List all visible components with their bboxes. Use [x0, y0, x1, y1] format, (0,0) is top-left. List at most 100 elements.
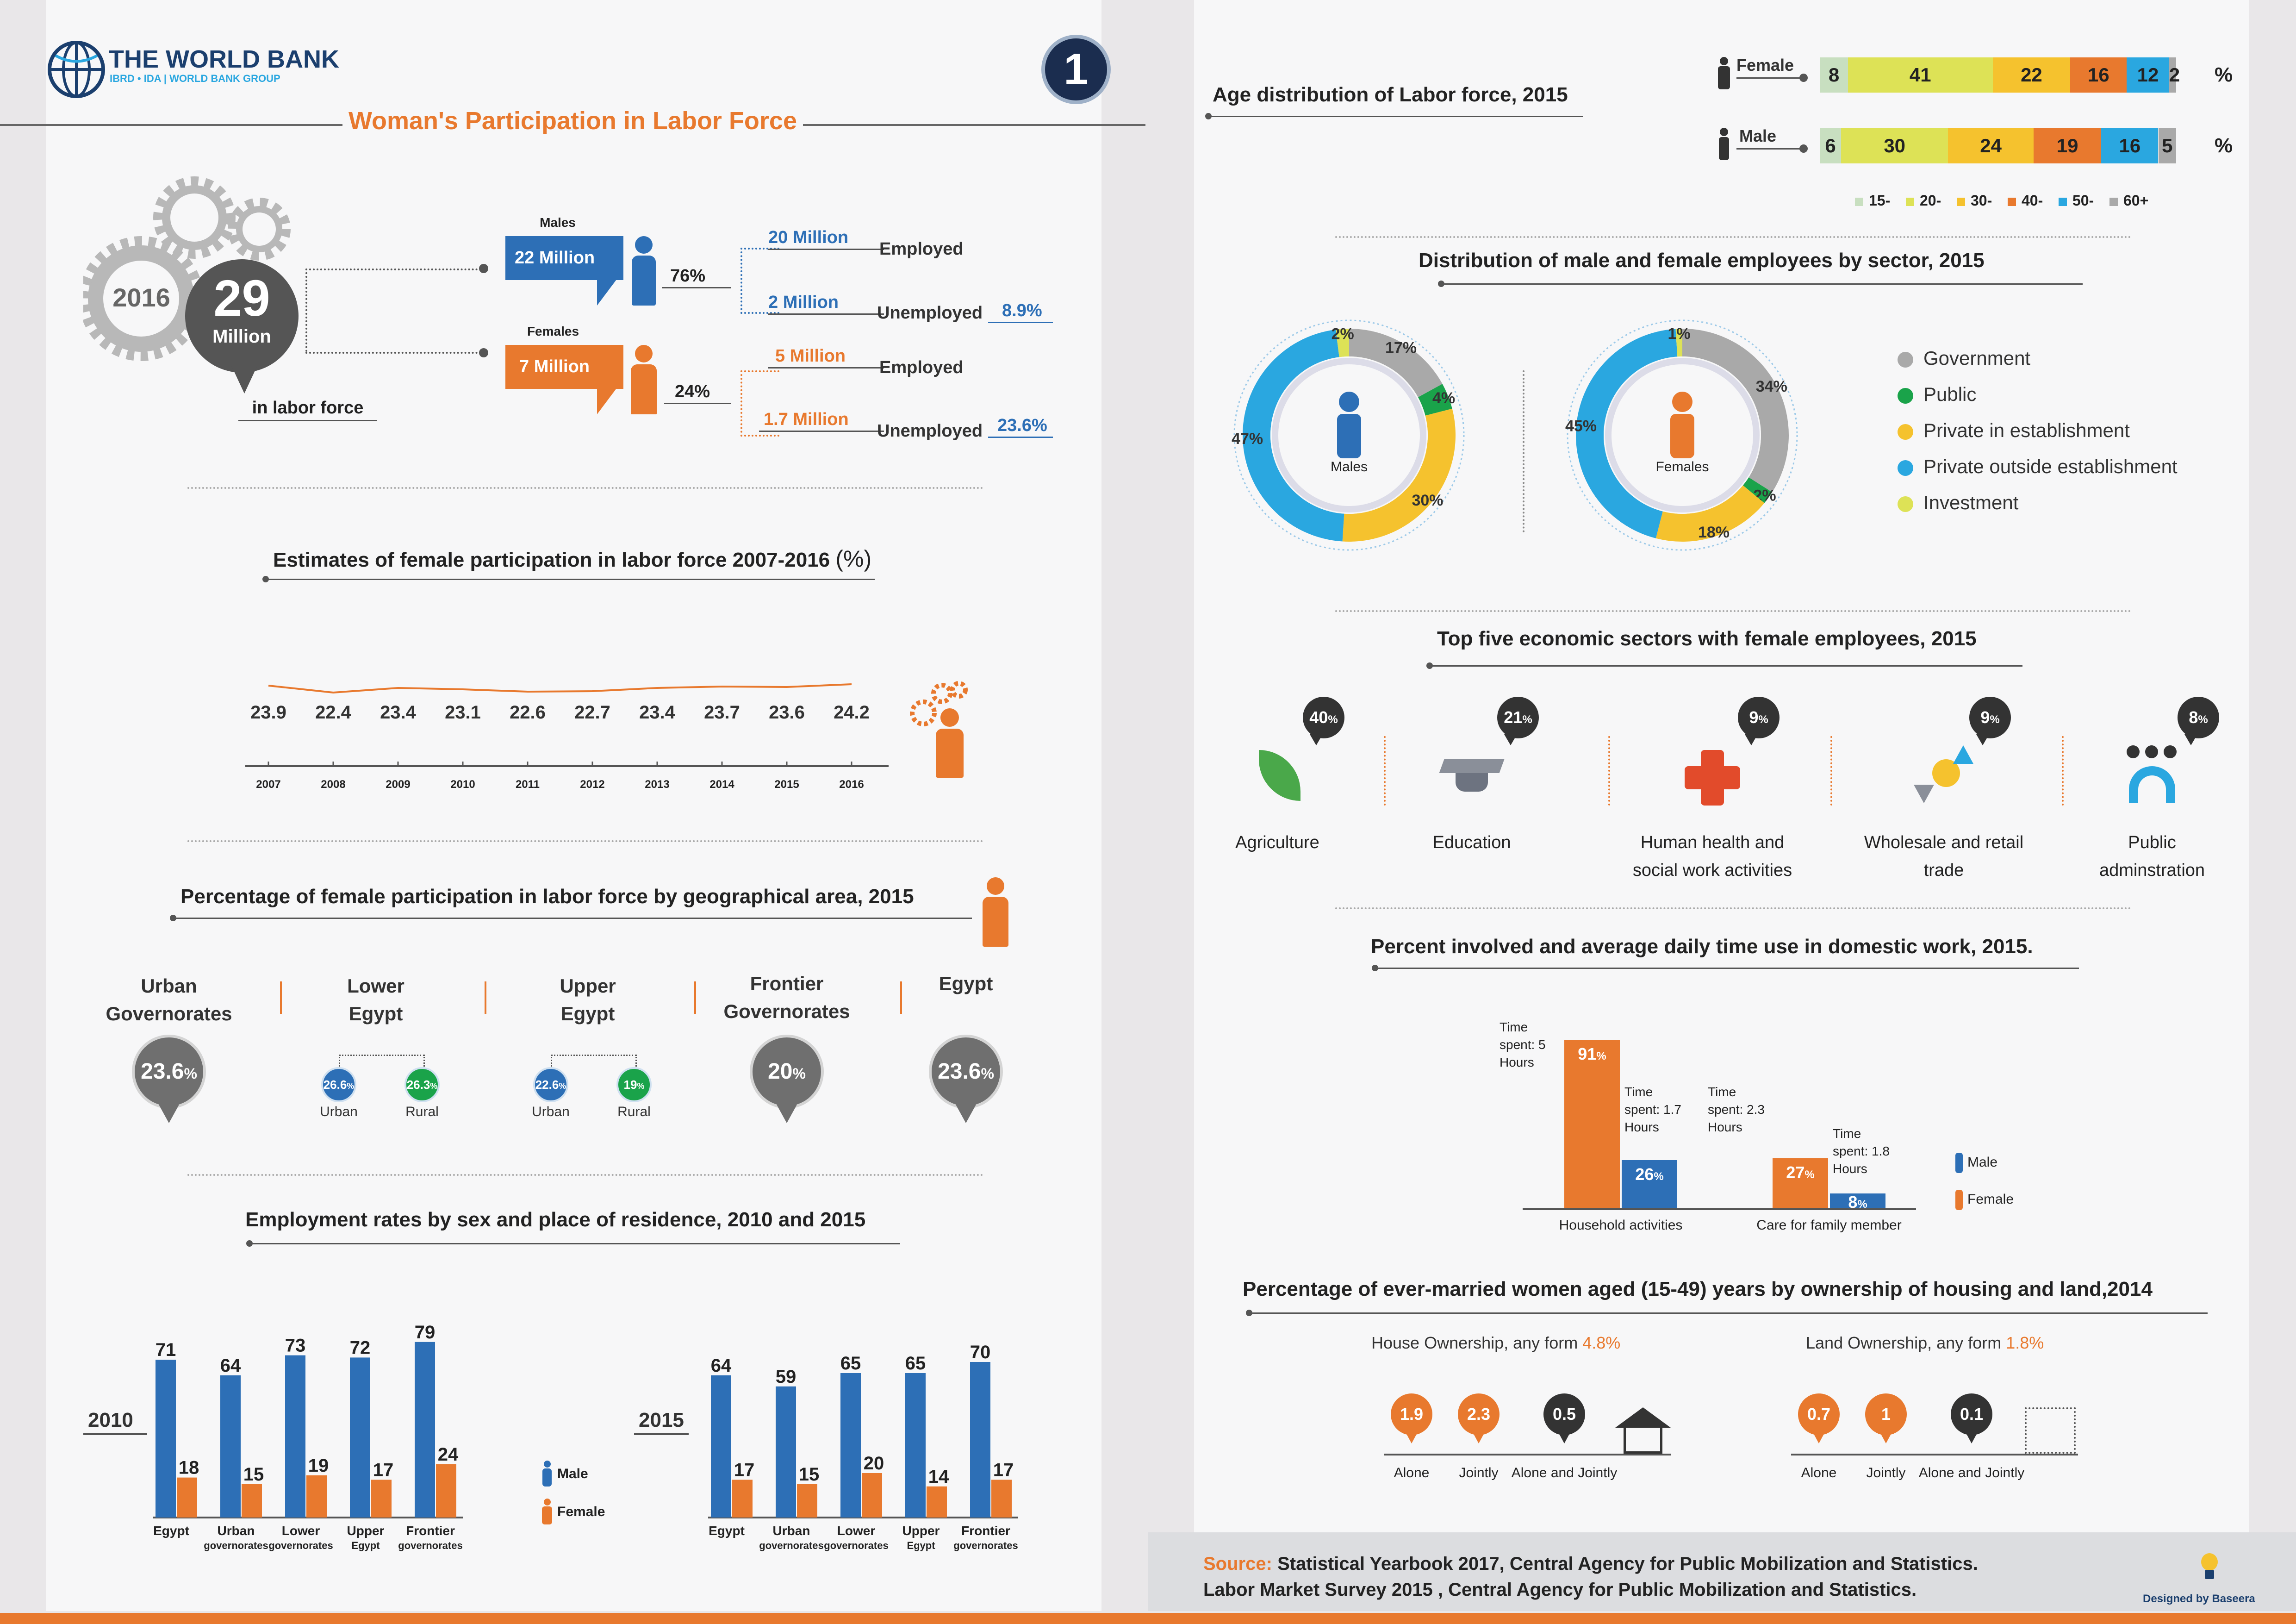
- geo-underline: [170, 915, 972, 921]
- x-tick-label: Lower: [282, 1524, 320, 1538]
- legend-swatch: [1855, 197, 1863, 206]
- pin-tail: [159, 1105, 179, 1123]
- male-person-icon: [1717, 128, 1731, 160]
- males-unemployed: 2 Million: [768, 293, 839, 312]
- x-tick-label: 2013: [645, 778, 669, 791]
- geo-sub-pct: %: [559, 1081, 566, 1091]
- dot: [1799, 74, 1808, 82]
- pin-tail: [2184, 734, 2197, 745]
- males-bracket: [740, 248, 779, 314]
- top5-value: 21: [1504, 708, 1523, 727]
- bar-number: 27: [1786, 1163, 1805, 1182]
- bar-number: 26: [1635, 1165, 1654, 1184]
- female-bar: [242, 1484, 262, 1518]
- person-body: [1337, 414, 1361, 458]
- world-bank-logo: THE WORLD BANK IBRD • IDA | WORLD BANK G…: [46, 35, 339, 109]
- top5-sector-name-line: Agriculture: [1235, 833, 1319, 852]
- pin-tail: [1504, 734, 1517, 745]
- house-label: House Ownership, any form: [1371, 1333, 1578, 1352]
- house-pins: 1.9 2.3 0.5 Alone Jointly Alone and Jointly: [1384, 1393, 1685, 1486]
- time-note-line: spent: 1.8: [1833, 1144, 1890, 1158]
- legend-label: 30-: [1971, 192, 1992, 209]
- data-label: 23.7: [704, 702, 740, 723]
- dot: [1799, 144, 1808, 153]
- x-tick-label: Egypt: [351, 1540, 380, 1551]
- estimates-chart: 23.9 22.4 23.4 23.1 22.6 22.7 23.4 23.7 23.6 24.2…: [245, 683, 889, 791]
- age-title: Age distribution of Labor force, 2015: [1213, 83, 1568, 106]
- donut-slice: [1576, 329, 1678, 538]
- geo-area-name: Upper Egypt: [509, 972, 666, 1028]
- footer-band: [1148, 1532, 2296, 1611]
- ownership-label: Alone and Jointly: [1511, 1465, 1618, 1480]
- top5-sector-name-line: Human health and: [1640, 833, 1785, 852]
- bar-value: 73: [285, 1336, 306, 1356]
- legend-label: Government: [1923, 347, 2031, 369]
- dot: [479, 348, 488, 357]
- bar-value: 59: [776, 1367, 796, 1387]
- geo-value: 23.6: [141, 1059, 184, 1084]
- age-male-label: Male: [1739, 126, 1777, 145]
- person-head: [1672, 392, 1692, 412]
- bar-value: 91%: [1564, 1044, 1620, 1064]
- geo-area-name-line: Urban: [141, 975, 197, 997]
- employment-chart-2010: 2010 71 18 Egypt 64 15 Urban governorates 73 19 Lo…: [83, 1322, 463, 1551]
- ownership-pin: 2.3: [1458, 1393, 1500, 1435]
- males-employed-label: Employed: [879, 239, 964, 259]
- donut-slice: [1675, 329, 1682, 357]
- geo-pct: %: [184, 1065, 197, 1082]
- x-tick-label: Upper: [902, 1524, 940, 1538]
- geo-area-name: Egypt: [887, 970, 1045, 998]
- legend-swatch: [1957, 197, 1965, 206]
- females-box-tail: [597, 387, 618, 414]
- time-note-line: Hours: [1708, 1120, 1742, 1134]
- top5-pct: %: [2198, 713, 2208, 726]
- bar-value: 8%: [1830, 1193, 1885, 1212]
- age-male-bar: 6 30 24 19 16 5: [1820, 128, 2176, 163]
- pin-tail: [1976, 734, 1989, 745]
- pin-tail: [1745, 734, 1758, 745]
- legend-swatch: [2109, 197, 2118, 206]
- house-icon: [1615, 1407, 1671, 1454]
- roof: [1615, 1407, 1671, 1428]
- bar-value: 18: [179, 1458, 199, 1478]
- male-bar: [415, 1342, 435, 1518]
- logo-subtitle: IBRD • IDA | WORLD BANK GROUP: [110, 73, 280, 84]
- person-head: [2145, 745, 2158, 758]
- globe-icon: [48, 41, 105, 98]
- geo-area-name: Urban Governorates: [90, 972, 248, 1028]
- x-tick-label: 2008: [321, 778, 345, 791]
- female-bar: [371, 1480, 392, 1518]
- x-tick-label: governorates: [398, 1540, 462, 1551]
- estimates-title: Estimates of female participation in lab…: [273, 545, 871, 572]
- top5-value-pin: 9%: [1738, 697, 1780, 738]
- bar-value: 20: [864, 1453, 884, 1474]
- data-label: 23.4: [380, 702, 417, 723]
- ownership-label: Alone: [1801, 1465, 1837, 1480]
- legend-swatch: [1955, 1153, 1963, 1173]
- bar-value: 26%: [1622, 1165, 1677, 1184]
- top5-sector-name-line: Public: [2128, 833, 2176, 852]
- top5-sector-name: Human health and social work activities: [1611, 829, 1814, 884]
- legend-swatch: [1955, 1190, 1963, 1210]
- legend-male-label: Male: [557, 1466, 588, 1481]
- bar-value: 19: [308, 1455, 329, 1476]
- geo-value-pin: 23.6%: [929, 1035, 1003, 1109]
- legend-label: 40-: [2022, 192, 2043, 209]
- sector-title: Distribution of male and female employee…: [1419, 249, 1985, 272]
- legend-dot: [1898, 424, 1913, 440]
- total-value: 29: [213, 270, 270, 327]
- donut-slice: [1742, 477, 1773, 503]
- legend-dot: [1898, 460, 1913, 476]
- ownership-pin: 0.1: [1951, 1393, 1992, 1435]
- time-note-female: Time spent: 5 Hours: [1500, 1018, 1564, 1071]
- pin-tail: [1405, 1431, 1418, 1443]
- geo-row: Urban Governorates 23.6% Lower Egypt 26.6% Urb…: [93, 972, 1009, 1130]
- arrow-up: [1953, 745, 1973, 764]
- females-unemployed-label: Unemployed: [877, 421, 983, 441]
- geo-sub-label: Rural: [405, 1104, 439, 1119]
- top5-underline: [1426, 662, 2022, 669]
- males-label: Males: [540, 215, 576, 230]
- slice-label: 34%: [1756, 378, 1787, 395]
- male-bar: [840, 1373, 861, 1518]
- top5-value: 8: [2189, 708, 2198, 727]
